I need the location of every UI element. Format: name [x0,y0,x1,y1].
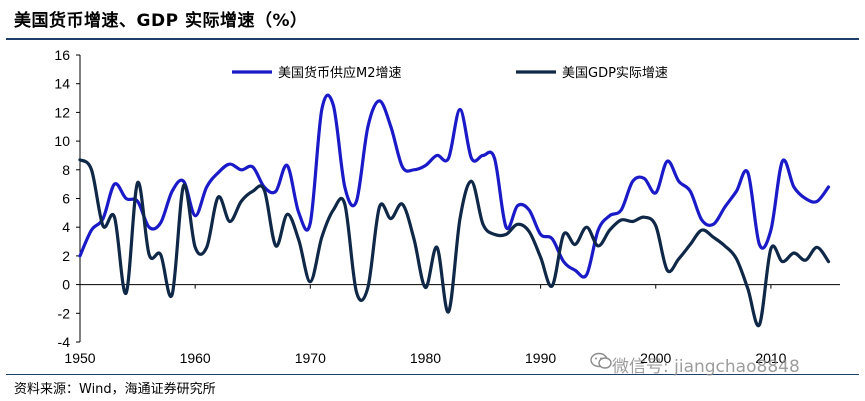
legend-label: 美国货币供应M2增速 [278,65,402,81]
y-tick-label: 10 [54,133,70,149]
y-tick-label: 8 [62,162,70,178]
wechat-icon [590,352,612,369]
series-line-gdp [78,158,831,328]
x-tick-label: 2000 [640,350,671,366]
source-note: 资料来源：Wind，海通证券研究所 [14,382,216,397]
chart-legend: 美国货币供应M2增速 美国GDP实际增速 [232,65,668,81]
y-tick-label: 4 [62,219,70,235]
y-tick-label: -2 [58,305,71,321]
chart-axes: -4 -2 0 2 4 6 8 10 12 14 16 1950 1960 1970 1980 1990 200… [54,47,840,366]
x-tick-label: 1950 [64,350,95,366]
y-tick-label: 14 [54,76,70,92]
y-tick-label: 2 [62,248,70,264]
x-tick-label: 1980 [410,350,441,366]
y-tick-label: 0 [62,277,70,293]
y-tick-label: 12 [54,104,70,120]
y-tick-label: -4 [58,334,71,350]
x-tick-label: 1990 [525,350,556,366]
chart-title: 美国货币增速、GDP 实际增速（%） [14,11,308,31]
y-tick-label: 16 [54,47,70,63]
series-line-m2 [78,93,831,279]
y-tick-label: 6 [62,191,70,207]
footer-divider [6,374,859,375]
watermark-text: 微信号: jiangchao8848 [612,357,800,377]
title-divider [6,38,859,40]
x-tick-label: 2010 [755,350,786,366]
x-tick-label: 1970 [295,350,326,366]
series-layer [78,93,831,328]
legend-label: 美国GDP实际增速 [562,66,668,81]
x-tick-label: 1960 [180,350,211,366]
